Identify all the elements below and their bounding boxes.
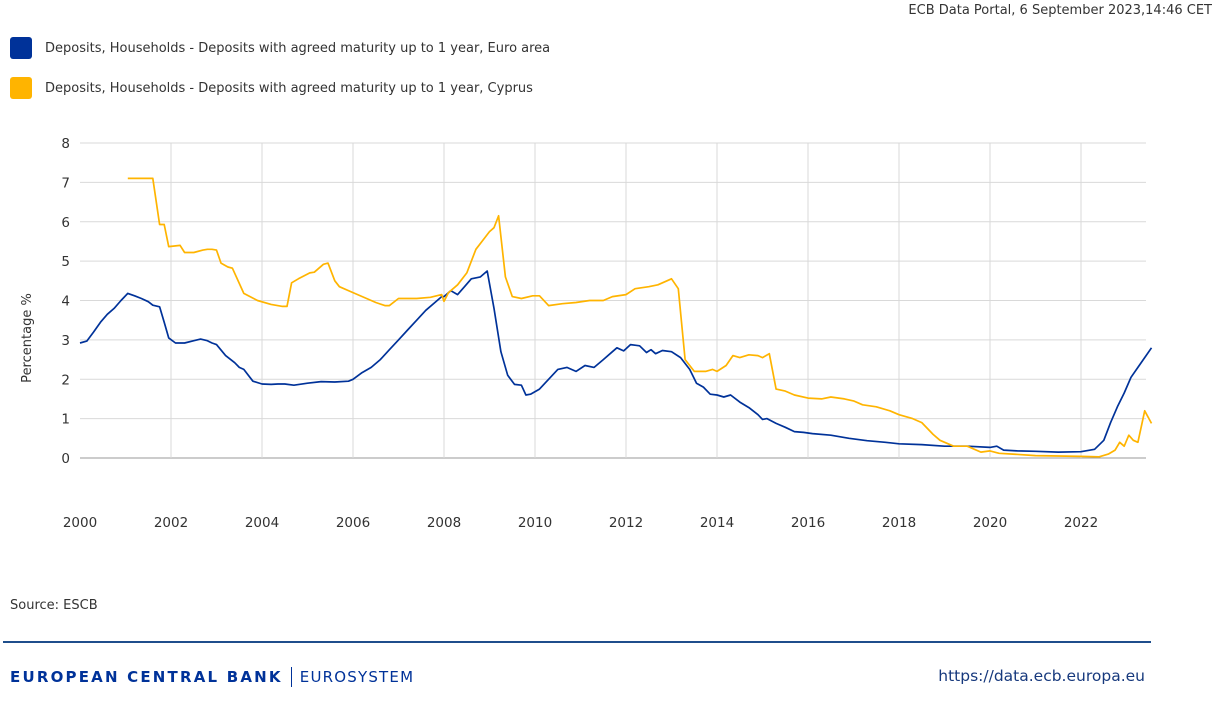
x-axis-ticks: 2000 2002 2004 2006 2008 2010 2012 2014 2016 2018… <box>63 515 1098 531</box>
legend-item-cyprus[interactable]: Deposits, Households - Deposits with agr… <box>10 77 550 99</box>
chart-series <box>79 177 1153 458</box>
x-tick-label: 2002 <box>154 515 188 531</box>
y-tick-label: 1 <box>61 412 70 428</box>
y-tick-label: 7 <box>61 175 70 191</box>
brand-name: EUROPEAN CENTRAL BANK <box>10 668 283 686</box>
chart-grid <box>80 142 1146 459</box>
ecb-logo: EUROPEAN CENTRAL BANK EUROSYSTEM <box>10 667 414 687</box>
x-tick-label: 2018 <box>882 515 916 531</box>
y-tick-label: 3 <box>61 333 70 349</box>
legend-swatch-cyprus <box>10 77 32 99</box>
y-axis-label: Percentage % <box>20 293 35 383</box>
x-tick-label: 2020 <box>973 515 1007 531</box>
x-tick-label: 2022 <box>1064 515 1098 531</box>
legend-label-euro-area: Deposits, Households - Deposits with agr… <box>45 40 551 56</box>
legend-label-cyprus: Deposits, Households - Deposits with agr… <box>45 80 533 96</box>
y-tick-label: 8 <box>61 136 70 152</box>
x-tick-label: 2016 <box>791 515 825 531</box>
x-tick-label: 2012 <box>609 515 643 531</box>
x-tick-label: 2010 <box>518 515 552 531</box>
y-tick-label: 5 <box>61 254 70 270</box>
footer-divider <box>3 641 1151 643</box>
legend-swatch-euro-area <box>10 37 32 59</box>
brand-separator <box>290 667 292 687</box>
series-line-cyprus[interactable] <box>127 177 1153 458</box>
brand-eurosystem: EUROSYSTEM <box>299 668 415 686</box>
export-timestamp: ECB Data Portal, 6 September 2023,14:46 … <box>908 3 1212 18</box>
y-tick-label: 6 <box>61 215 70 231</box>
chart-legend: Deposits, Households - Deposits with agr… <box>10 37 550 117</box>
series-line-euro-area[interactable] <box>79 270 1153 453</box>
x-tick-label: 2014 <box>700 515 734 531</box>
y-tick-label: 4 <box>61 294 70 310</box>
legend-item-euro-area[interactable]: Deposits, Households - Deposits with agr… <box>10 37 550 59</box>
source-note: Source: ESCB <box>10 598 98 613</box>
x-tick-label: 2004 <box>245 515 279 531</box>
x-tick-label: 2006 <box>336 515 370 531</box>
data-portal-link[interactable]: https://data.ecb.europa.eu <box>938 667 1145 685</box>
y-tick-label: 0 <box>61 451 70 467</box>
x-tick-label: 2008 <box>427 515 461 531</box>
x-tick-label: 2000 <box>63 515 97 531</box>
y-tick-label: 2 <box>61 372 70 388</box>
y-axis-ticks: 0 1 2 3 4 5 6 7 8 <box>61 136 70 467</box>
